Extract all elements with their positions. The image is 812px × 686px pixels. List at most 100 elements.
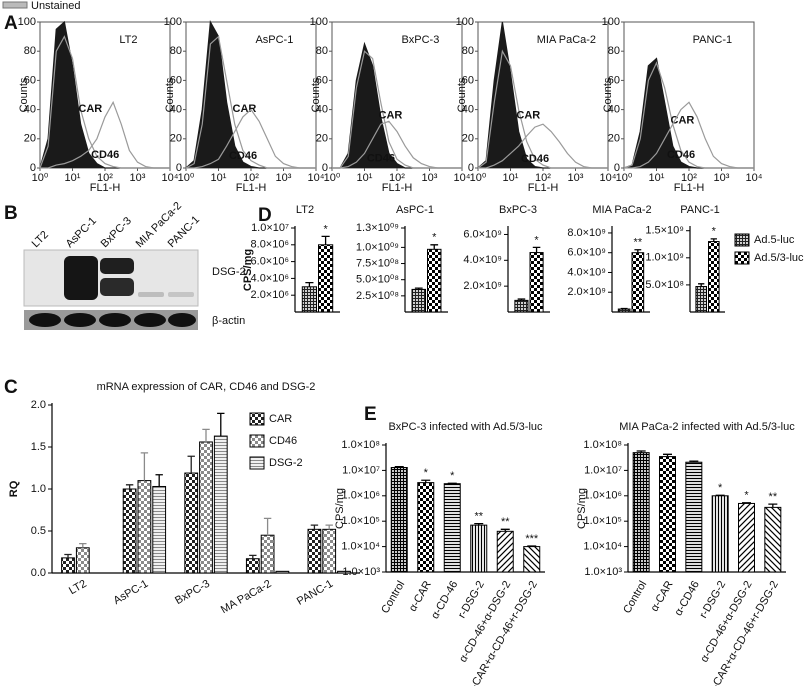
- x-tick-label: Control: [379, 579, 407, 616]
- bar: [337, 570, 351, 574]
- error-bar: [636, 450, 646, 453]
- bar: [738, 502, 755, 573]
- x-tick-label: 10⁴: [746, 172, 763, 184]
- legend-swatch: [734, 233, 750, 247]
- x-tick-label: 10¹: [357, 172, 373, 184]
- chart-title: LT2: [296, 204, 314, 216]
- y-tick-label: 80: [24, 45, 36, 57]
- y-tick-label: 1.0×10⁷: [342, 464, 380, 476]
- y-tick-label: 1.0×10⁰⁹: [356, 241, 399, 253]
- bar: [152, 485, 167, 574]
- bar: [307, 528, 322, 574]
- y-tick-label: 40: [24, 104, 36, 116]
- y-tick-label: 60: [316, 74, 328, 86]
- significance: **: [474, 511, 483, 523]
- x-tick-label: 10²: [389, 172, 405, 184]
- x-tick-label: 10¹: [65, 172, 81, 184]
- blot-band: [100, 278, 134, 296]
- y-axis-label: CPS/mg: [334, 488, 346, 529]
- y-tick-label: 0.5: [31, 525, 46, 537]
- y-tick-label: 1.0×10⁷: [584, 464, 622, 476]
- bar: [631, 252, 645, 313]
- chart-title: MIA PaCa-2 infected with Ad.5/3-luc: [619, 421, 795, 433]
- chart-title: mRNA expression of CAR, CD46 and DSG-2: [97, 381, 316, 393]
- histogram-line: [478, 123, 608, 169]
- x-tick-label: α-CAR: [407, 579, 434, 614]
- x-tick-label: 10¹: [211, 172, 227, 184]
- error-bar: [532, 246, 541, 253]
- y-tick-label: 80: [170, 45, 182, 57]
- bar: [514, 299, 529, 313]
- curve-label: CAR: [78, 103, 102, 115]
- y-tick-label: 80: [462, 45, 474, 57]
- panel-label: D: [258, 205, 272, 226]
- error-bar: [430, 244, 439, 250]
- y-tick-label: 6.0×10⁹: [567, 247, 606, 259]
- x-tick-label: 10¹: [649, 172, 665, 184]
- bar: [411, 288, 426, 313]
- bar: [470, 524, 488, 573]
- y-tick-label: 4.0×10⁶: [251, 272, 289, 284]
- y-tick-label: 1.0×10⁸: [583, 439, 622, 451]
- error-bar: [249, 554, 257, 559]
- x-tick-label: 10¹: [503, 172, 519, 184]
- significance: ***: [525, 533, 539, 545]
- bar: [685, 461, 703, 573]
- x-tick-label: 10⁴: [454, 172, 471, 184]
- y-axis-label: RQ: [8, 480, 20, 497]
- bar: [443, 483, 461, 573]
- y-tick-label: 100: [602, 16, 620, 28]
- bar: [617, 308, 631, 313]
- curve-label: CD46: [91, 149, 119, 161]
- x-tick-label: α-CAR: [649, 579, 676, 614]
- y-tick-label: 1.0×10⁶: [584, 490, 622, 502]
- x-tick-label: 10²: [97, 172, 113, 184]
- y-tick-label: 2.0×10⁹: [567, 286, 606, 298]
- chart-title: MIA PaCa-2: [537, 34, 596, 46]
- bar: [199, 441, 213, 574]
- x-axis-label: FL1-H: [674, 182, 705, 194]
- panel-label: E: [364, 404, 377, 425]
- y-tick-label: 6.0×10⁹: [463, 228, 502, 240]
- y-tick-label: 4.0×10⁹: [463, 254, 502, 266]
- chart-title: BxPC-3 infected with Ad.5/3-luc: [388, 421, 543, 433]
- lane-label: AsPC-1: [64, 215, 99, 250]
- bar: [764, 506, 782, 573]
- y-tick-label: 100: [18, 16, 36, 28]
- x-axis-label: FL1-H: [236, 182, 267, 194]
- band-label: β-actin: [212, 315, 245, 327]
- error-bar: [321, 235, 330, 245]
- error-bar: [414, 287, 423, 290]
- histogram-area: [39, 20, 170, 169]
- significance: **: [501, 516, 510, 528]
- y-tick-label: 0: [322, 162, 328, 174]
- error-bar: [698, 283, 705, 287]
- y-tick-label: 40: [462, 104, 474, 116]
- x-tick-label: BxPC-3: [173, 578, 212, 607]
- y-tick-label: 60: [170, 74, 182, 86]
- lane-label: LT2: [30, 229, 51, 250]
- error-bar: [263, 517, 272, 536]
- histogram-line: [332, 120, 462, 169]
- band-label: DSG-2: [212, 266, 246, 278]
- bar: [695, 286, 708, 313]
- y-tick-label: 1.0×10⁵: [583, 515, 622, 527]
- y-tick-label: 1.5: [31, 441, 46, 453]
- y-tick-label: 2.5×10⁰⁸: [356, 290, 399, 302]
- curve-label: CAR: [516, 109, 540, 121]
- y-axis-label: CPS/mg: [242, 249, 254, 291]
- legend-label: CD46: [269, 435, 297, 447]
- western-blot: LT2 AsPC-1 BxPC-3 MIA PaCa-2 PANC-1 DSG-…: [23, 200, 246, 330]
- x-tick-label: 10²: [535, 172, 551, 184]
- error-bar: [742, 502, 751, 504]
- bar: [711, 495, 729, 573]
- x-tick-label: AsPC-1: [112, 578, 151, 607]
- curve-label: CAR: [379, 109, 403, 121]
- bar: [184, 472, 199, 574]
- x-tick-label: 10³: [276, 172, 292, 184]
- y-tick-label: 1.0×10⁷: [251, 222, 289, 234]
- curve-label: CD46: [521, 153, 549, 165]
- y-tick-label: 60: [462, 74, 474, 86]
- blot-band: [168, 292, 194, 297]
- y-tick-label: 1.0×10⁶: [342, 490, 380, 502]
